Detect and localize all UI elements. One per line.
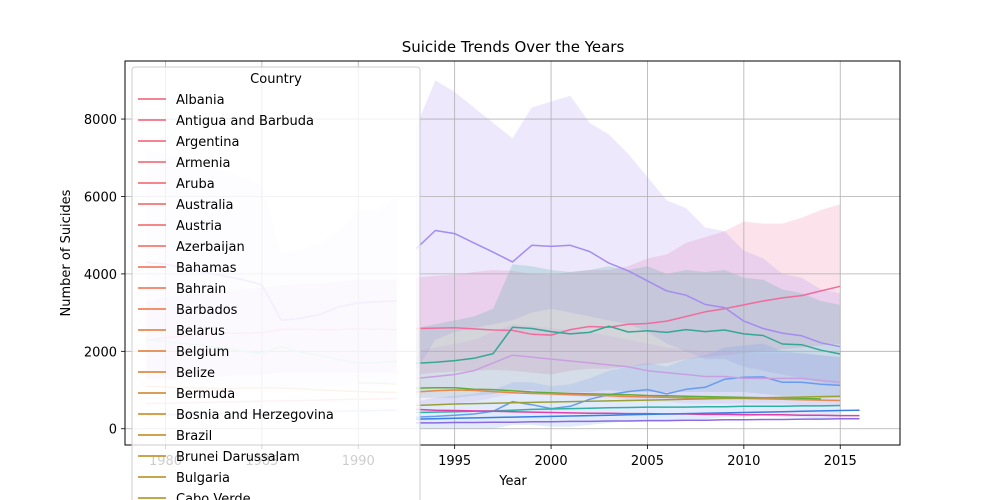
chart-title: Suicide Trends Over the Years bbox=[402, 38, 625, 56]
y-tick-label: 2000 bbox=[84, 345, 117, 360]
series-line bbox=[416, 389, 841, 402]
legend-box bbox=[131, 66, 421, 500]
legend-entry-label: Antigua and Barbuda bbox=[176, 114, 314, 129]
x-axis-label: Year bbox=[498, 474, 527, 489]
x-tick-label: 2010 bbox=[727, 454, 760, 469]
legend-entry-label: Bahrain bbox=[176, 282, 226, 297]
legend-entry-label: Belize bbox=[176, 366, 215, 381]
legend-entry-label: Bulgaria bbox=[176, 471, 230, 486]
legend-entry-label: Belgium bbox=[176, 345, 229, 360]
y-tick-label: 6000 bbox=[84, 190, 117, 205]
legend-entry-label: Australia bbox=[176, 198, 234, 213]
legend: Country Albania Antigua and Barbuda Argent… bbox=[131, 66, 421, 500]
y-tick-label: 0 bbox=[109, 423, 117, 438]
legend-entry-label: Argentina bbox=[176, 135, 239, 150]
legend-entry-label: Azerbaijan bbox=[176, 240, 245, 255]
legend-entry-label: Bosnia and Herzegovina bbox=[176, 408, 334, 423]
legend-entry-label: Albania bbox=[176, 93, 225, 108]
x-tick-label: 2000 bbox=[535, 454, 568, 469]
x-tick-label: 2015 bbox=[824, 454, 857, 469]
legend-entries: Albania Antigua and Barbuda Argentina Armen… bbox=[138, 93, 334, 500]
series-line bbox=[416, 325, 841, 365]
x-tick-label: 1995 bbox=[438, 454, 471, 469]
series-line bbox=[415, 229, 841, 348]
legend-entry-label: Austria bbox=[176, 219, 222, 234]
legend-entry-label: Cabo Verde bbox=[176, 492, 251, 500]
y-axis: 0 2000 4000 6000 8000 bbox=[84, 113, 125, 438]
series-line bbox=[416, 409, 860, 420]
legend-entry-label: Brunei Darussalam bbox=[176, 450, 300, 465]
confidence-band bbox=[416, 80, 841, 387]
y-tick-label: 8000 bbox=[84, 113, 117, 128]
plot-border bbox=[124, 60, 901, 446]
legend-entry-label: Bermuda bbox=[176, 387, 235, 402]
x-tick-label: 2005 bbox=[631, 454, 664, 469]
y-axis-label: Number of Suicides bbox=[59, 189, 74, 316]
plot-frame bbox=[124, 60, 901, 446]
series-line bbox=[416, 285, 841, 336]
series-line bbox=[416, 354, 841, 384]
confidence-band bbox=[416, 343, 841, 429]
legend-entry-label: Aruba bbox=[176, 177, 215, 192]
legend-entry-label: Armenia bbox=[176, 156, 231, 171]
legend-entry-label: Belarus bbox=[176, 324, 225, 339]
series-line bbox=[416, 408, 860, 417]
series-line bbox=[416, 395, 841, 407]
legend-entry-label: Brazil bbox=[176, 429, 212, 444]
confidence-band bbox=[416, 264, 841, 398]
confidence-band bbox=[416, 324, 841, 406]
legend-entry-label: Barbados bbox=[176, 303, 238, 318]
legend-entry-label: Bahamas bbox=[176, 261, 237, 276]
y-tick-label: 4000 bbox=[84, 268, 117, 283]
series-line bbox=[416, 417, 860, 424]
legend-title: Country bbox=[250, 72, 302, 87]
